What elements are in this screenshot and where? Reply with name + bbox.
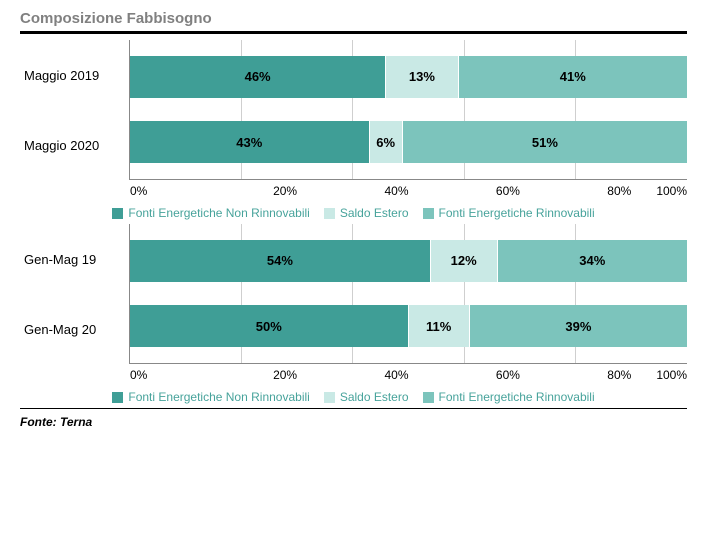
- legend: Fonti Energetiche Non Rinnovabili Saldo E…: [20, 390, 687, 404]
- legend-label: Fonti Energetiche Rinnovabili: [439, 206, 595, 220]
- x-tick: 40%: [297, 368, 408, 382]
- x-tick: 20%: [186, 184, 297, 198]
- legend-item: Fonti Energetiche Rinnovabili: [423, 390, 595, 404]
- bar-segment: 51%: [403, 121, 687, 163]
- legend-item: Saldo Estero: [324, 390, 409, 404]
- legend-label: Saldo Estero: [340, 206, 409, 220]
- legend-swatch: [324, 392, 335, 403]
- x-tick: 100%: [576, 184, 687, 198]
- legend-swatch: [324, 208, 335, 219]
- legend-item: Fonti Energetiche Non Rinnovabili: [112, 206, 309, 220]
- x-tick: 60%: [409, 368, 520, 382]
- chart-title: Composizione Fabbisogno: [20, 10, 687, 31]
- x-axis: 0%20%40%60%80%100%: [130, 184, 687, 198]
- y-axis-label: Gen-Mag 19: [20, 252, 129, 267]
- bar-segment: 34%: [498, 240, 687, 282]
- rule-top: [20, 31, 687, 34]
- bar-segment: 11%: [409, 305, 470, 347]
- legend-swatch: [423, 392, 434, 403]
- legend-swatch: [423, 208, 434, 219]
- x-tick: 60%: [409, 184, 520, 198]
- stacked-bar: 46%13%41%: [130, 56, 687, 98]
- plot-area: 46%13%41% 43%6%51%: [130, 40, 687, 180]
- bar-segment: 13%: [386, 56, 458, 98]
- bar-segment: 6%: [370, 121, 403, 163]
- y-axis-label: Maggio 2020: [20, 138, 129, 153]
- x-tick: 40%: [297, 184, 408, 198]
- bar-segment: 43%: [130, 121, 370, 163]
- chart-bottom: Gen-Mag 19 Gen-Mag 20 54%12%34% 50%11%39% 0%…: [20, 224, 687, 404]
- bar-segment: 41%: [459, 56, 687, 98]
- legend-item: Fonti Energetiche Non Rinnovabili: [112, 390, 309, 404]
- x-tick: 20%: [186, 368, 297, 382]
- bar-segment: 46%: [130, 56, 386, 98]
- bar-segment: 50%: [130, 305, 409, 347]
- legend-label: Fonti Energetiche Rinnovabili: [439, 390, 595, 404]
- bar-segment: 54%: [130, 240, 431, 282]
- stacked-bar: 50%11%39%: [130, 305, 687, 347]
- stacked-bar: 43%6%51%: [130, 121, 687, 163]
- x-axis: 0%20%40%60%80%100%: [130, 368, 687, 382]
- stacked-bar: 54%12%34%: [130, 240, 687, 282]
- legend-item: Fonti Energetiche Rinnovabili: [423, 206, 595, 220]
- y-axis-labels: Gen-Mag 19 Gen-Mag 20: [20, 224, 130, 364]
- bar-segment: 39%: [470, 305, 687, 347]
- legend-item: Saldo Estero: [324, 206, 409, 220]
- y-axis-labels: Maggio 2019 Maggio 2020: [20, 40, 130, 180]
- plot-area: 54%12%34% 50%11%39%: [130, 224, 687, 364]
- legend-label: Saldo Estero: [340, 390, 409, 404]
- source-text: Fonte: Terna: [20, 415, 687, 429]
- legend: Fonti Energetiche Non Rinnovabili Saldo E…: [20, 206, 687, 220]
- y-axis-label: Gen-Mag 20: [20, 322, 129, 337]
- chart-top: Maggio 2019 Maggio 2020 46%13%41% 43%6%51% 0…: [20, 40, 687, 220]
- legend-swatch: [112, 392, 123, 403]
- bar-segment: 12%: [431, 240, 498, 282]
- legend-label: Fonti Energetiche Non Rinnovabili: [128, 206, 309, 220]
- y-axis-label: Maggio 2019: [20, 68, 129, 83]
- legend-label: Fonti Energetiche Non Rinnovabili: [128, 390, 309, 404]
- x-tick: 100%: [576, 368, 687, 382]
- legend-swatch: [112, 208, 123, 219]
- rule-bottom: [20, 408, 687, 409]
